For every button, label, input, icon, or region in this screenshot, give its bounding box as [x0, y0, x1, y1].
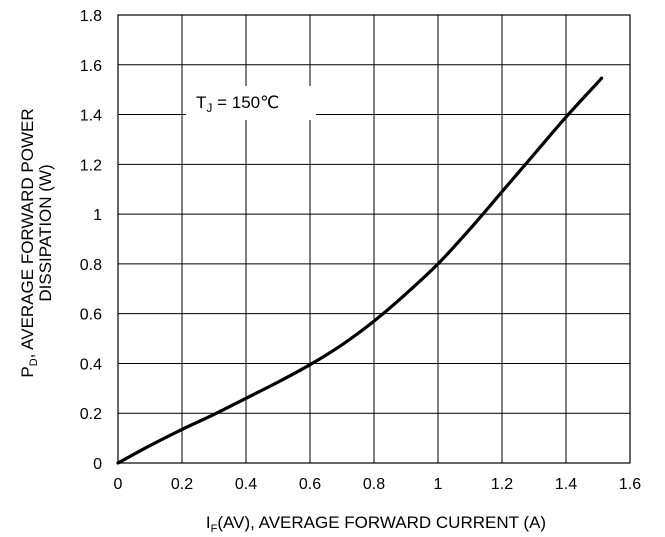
y-tick-label: 0.8: [80, 257, 102, 274]
annotation-subscript: J: [206, 101, 212, 115]
x-axis-label-main: I: [206, 513, 211, 532]
y-tick-label: 1: [93, 207, 102, 224]
x-tick-label: 0.6: [299, 476, 321, 493]
x-tick-label: 1.2: [491, 476, 513, 493]
plot-frame: [117, 14, 631, 464]
x-axis-label-subscript: F: [211, 523, 218, 535]
annotation-background: [186, 86, 316, 120]
y-axis-label-line2: DISSIPATION (W): [36, 164, 55, 301]
series-layer: [116, 76, 604, 465]
x-tick-label: 1.6: [619, 476, 641, 493]
annotation-group: TJ = 150℃: [186, 86, 316, 120]
annotation-main: T: [196, 93, 206, 112]
x-tick-label: 0.8: [363, 476, 385, 493]
tick-labels: 0 0.2 0.4 0.6 0.8 1 1.2 1.4 1.6 0 0.2 0.4 0.6 0.8 1 1.2…: [80, 8, 641, 493]
x-tick-label: 1: [434, 476, 443, 493]
y-axis-label-line1: PD, AVERAGE FORWARD POWER: [18, 108, 40, 377]
y-tick-label: 0: [93, 456, 102, 473]
grid: [117, 14, 631, 464]
y-tick-label: 0.4: [80, 356, 102, 373]
x-tick-label: 0: [114, 476, 123, 493]
x-axis-label-rest: (AV), AVERAGE FORWARD CURRENT (A): [217, 513, 546, 532]
y-axis-label-rest: , AVERAGE FORWARD POWER: [18, 108, 37, 358]
y-tick-label: 0.6: [80, 307, 102, 324]
y-axis-label: PD, AVERAGE FORWARD POWER DISSIPATION (W…: [18, 108, 55, 377]
y-tick-label: 1.8: [80, 8, 102, 25]
y-tick-label: 1.2: [80, 157, 102, 174]
x-tick-label: 0.2: [171, 476, 193, 493]
temperature-annotation: TJ = 150℃: [196, 93, 279, 115]
y-tick-label: 1.4: [80, 108, 102, 125]
y-axis-label-subscript: D: [28, 358, 40, 366]
x-tick-label: 1.4: [555, 476, 577, 493]
power-curve-line: [116, 76, 604, 465]
x-tick-label: 0.4: [235, 476, 257, 493]
y-axis-label-main: P: [18, 366, 37, 377]
y-tick-label: 0.2: [80, 406, 102, 423]
annotation-rest: = 150℃: [212, 93, 279, 112]
x-axis-label: IF(AV), AVERAGE FORWARD CURRENT (A): [206, 513, 546, 535]
y-tick-label: 1.6: [80, 58, 102, 75]
